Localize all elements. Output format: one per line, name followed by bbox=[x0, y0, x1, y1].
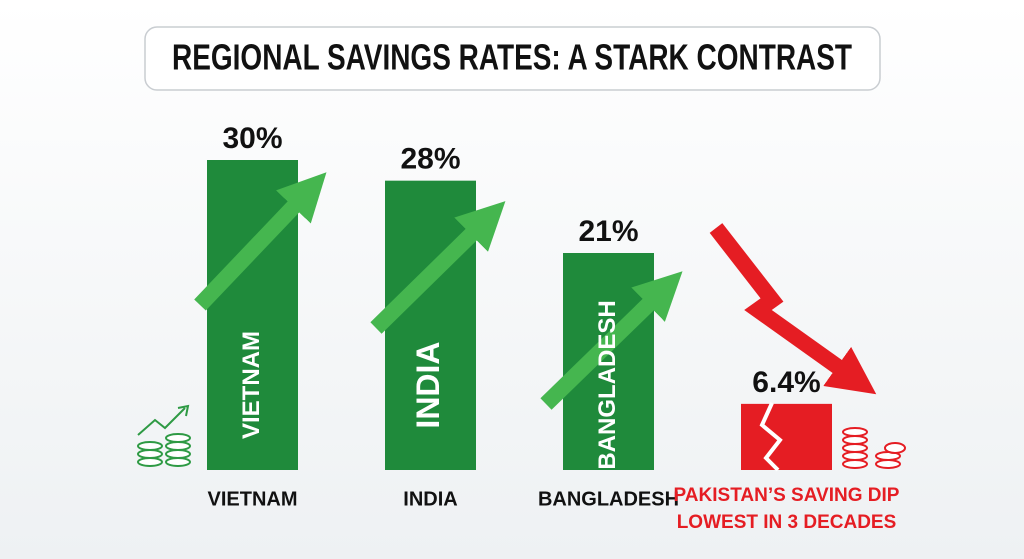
growth-arrow bbox=[540, 271, 683, 410]
title-box bbox=[144, 26, 881, 91]
x-tick-label: VIETNAM bbox=[208, 488, 298, 510]
bar bbox=[741, 403, 832, 470]
value-label: 21% bbox=[578, 215, 638, 248]
bar-label: INDIA bbox=[410, 341, 446, 428]
chart-title: REGIONAL SAVINGS RATES: A STARK CONTRAST bbox=[172, 37, 852, 78]
crack bbox=[759, 402, 783, 472]
x-tick-label: BANGLADESH bbox=[538, 488, 679, 510]
value-label: 28% bbox=[400, 143, 460, 176]
decline-arrow bbox=[709, 223, 877, 395]
annotation: LOWEST IN 3 DECADES bbox=[677, 512, 897, 533]
bar-label: BANGLADESH bbox=[594, 300, 621, 469]
coins-icon bbox=[842, 427, 906, 469]
x-tick-label: INDIA bbox=[403, 488, 457, 510]
value-label: 30% bbox=[222, 122, 282, 155]
x-tick-label: PAKISTAN’S SAVING DIP bbox=[674, 485, 900, 506]
labels: 30% VIETNAM VIETNAM 28% INDIA INDIA 21% BANGLAD… bbox=[208, 122, 900, 533]
bar-label: VIETNAM bbox=[238, 331, 265, 439]
growth-arrow bbox=[194, 172, 327, 311]
growth-arrow bbox=[370, 201, 506, 334]
coins-icon bbox=[137, 404, 191, 467]
decorations bbox=[137, 172, 906, 472]
value-label: 6.4% bbox=[752, 366, 820, 399]
